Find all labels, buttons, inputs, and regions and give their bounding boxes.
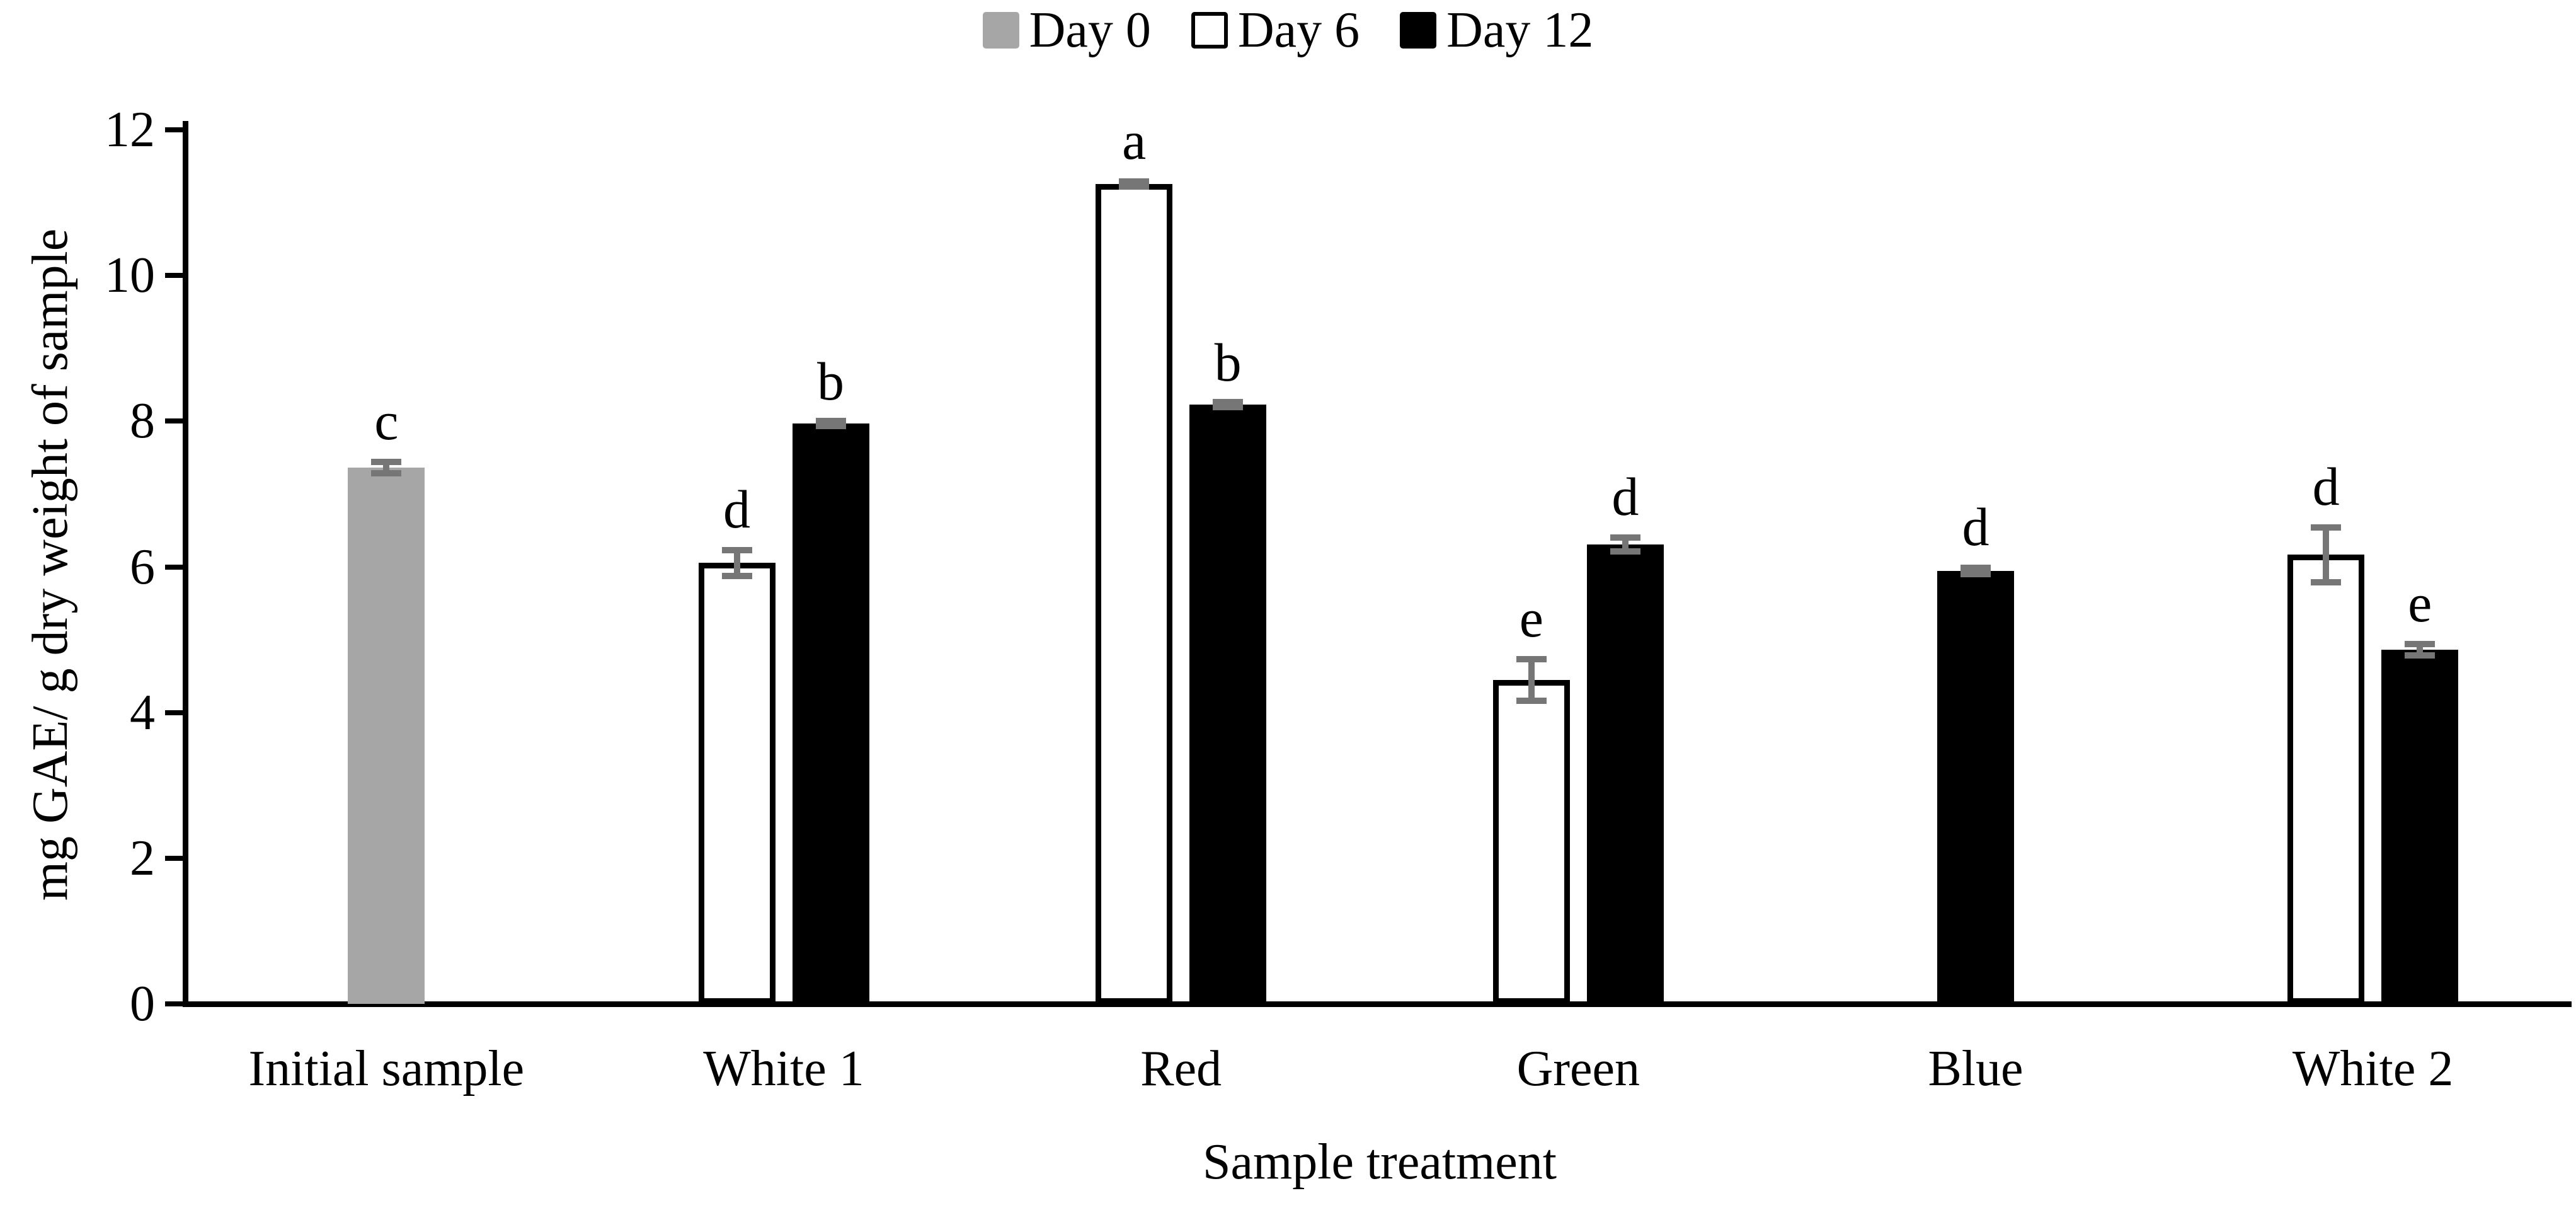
bar-day12-red bbox=[1189, 405, 1267, 1004]
error-bar-stem bbox=[827, 418, 834, 430]
y-tick-label: 8 bbox=[130, 393, 155, 449]
error-bar bbox=[1516, 656, 1547, 705]
error-bar bbox=[1961, 564, 1991, 578]
bar-day12-white-2 bbox=[2381, 649, 2459, 1004]
significance-letter: c bbox=[374, 390, 399, 451]
legend-swatch-icon bbox=[1400, 12, 1437, 49]
significance-letter: e bbox=[1519, 588, 1543, 649]
legend-label: Day 12 bbox=[1446, 3, 1594, 58]
error-bar bbox=[1213, 399, 1244, 411]
y-tick bbox=[165, 855, 183, 861]
y-tick bbox=[165, 564, 183, 570]
significance-letter: d bbox=[2312, 456, 2340, 517]
x-category-label: Red bbox=[1140, 1041, 1222, 1097]
y-tick bbox=[165, 273, 183, 279]
y-tick-label: 6 bbox=[130, 539, 155, 595]
legend-label: Day 0 bbox=[1029, 3, 1151, 58]
y-tick-label: 10 bbox=[105, 248, 155, 304]
x-category-label: White 1 bbox=[703, 1041, 864, 1097]
bar-day12-blue bbox=[1937, 570, 2014, 1004]
x-category-label: Green bbox=[1516, 1041, 1640, 1097]
error-bar bbox=[2405, 640, 2436, 659]
significance-letter: b bbox=[1214, 332, 1242, 393]
y-tick bbox=[165, 418, 183, 424]
error-bar bbox=[1610, 534, 1640, 555]
x-category-label: Blue bbox=[1928, 1041, 2024, 1097]
error-bar bbox=[1119, 178, 1150, 190]
bar-day6-white-1 bbox=[698, 563, 776, 1004]
significance-letter: d bbox=[1611, 466, 1639, 527]
error-bar-stem bbox=[733, 546, 740, 579]
x-category-label: Initial sample bbox=[248, 1041, 525, 1097]
legend-swatch-icon bbox=[982, 12, 1019, 49]
error-bar-stem bbox=[1225, 399, 1232, 411]
chart-legend: Day 0 Day 6 Day 12 bbox=[0, 5, 2576, 55]
bar-day12-green bbox=[1586, 544, 1664, 1004]
error-bar-stem bbox=[2417, 640, 2424, 659]
significance-letter: d bbox=[723, 478, 750, 539]
y-tick bbox=[165, 127, 183, 132]
error-bar-stem bbox=[383, 458, 390, 476]
bar-day6-green bbox=[1492, 680, 1570, 1004]
legend-item-day-6: Day 6 bbox=[1191, 5, 1360, 55]
y-tick-label: 0 bbox=[130, 976, 155, 1032]
significance-letter: e bbox=[2408, 572, 2432, 633]
bar-day12-white-1 bbox=[792, 423, 869, 1004]
error-bar bbox=[721, 546, 752, 579]
error-bar bbox=[2311, 524, 2342, 585]
legend-swatch-icon bbox=[1191, 12, 1228, 49]
x-category-label: White 2 bbox=[2292, 1041, 2454, 1097]
y-tick bbox=[165, 710, 183, 715]
significance-letter: b bbox=[817, 351, 844, 412]
y-tick-label: 12 bbox=[105, 102, 155, 158]
significance-letter: a bbox=[1122, 110, 1147, 171]
error-bar-stem bbox=[2323, 524, 2330, 585]
y-tick-label: 2 bbox=[130, 830, 155, 886]
y-axis-line bbox=[183, 121, 188, 1007]
error-bar-stem bbox=[1972, 564, 1979, 578]
y-tick bbox=[165, 1001, 183, 1006]
error-bar-stem bbox=[1528, 656, 1535, 705]
x-axis-title: Sample treatment bbox=[1202, 1134, 1557, 1190]
legend-item-day-12: Day 12 bbox=[1400, 5, 1593, 55]
bar-day6-white-2 bbox=[2287, 555, 2365, 1004]
error-bar-stem bbox=[1622, 534, 1629, 555]
x-axis-line bbox=[183, 1001, 2572, 1007]
bar-day0-initial-sample bbox=[348, 467, 425, 1004]
error-bar-stem bbox=[1131, 178, 1138, 190]
bar-day6-red bbox=[1096, 184, 1173, 1004]
y-tick-label: 4 bbox=[130, 684, 155, 740]
legend-label: Day 6 bbox=[1237, 3, 1360, 58]
error-bar bbox=[815, 418, 846, 430]
error-bar bbox=[371, 458, 402, 476]
legend-item-day-0: Day 0 bbox=[982, 3, 1151, 58]
significance-letter: d bbox=[1962, 496, 1989, 557]
